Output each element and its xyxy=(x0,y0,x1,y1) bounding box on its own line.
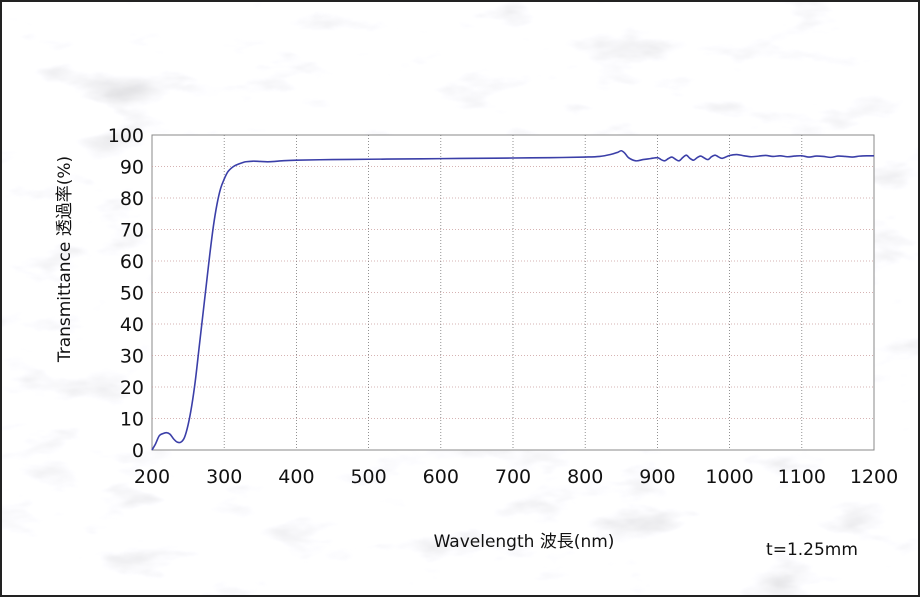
y-tick-label: 80 xyxy=(120,188,144,210)
y-tick-label: 50 xyxy=(120,283,144,305)
x-tick-label: 900 xyxy=(639,466,675,488)
y-tick-label: 10 xyxy=(120,409,144,431)
y-tick-label: 60 xyxy=(120,251,144,273)
y-tick-label: 40 xyxy=(120,314,144,336)
thickness-annotation: t=1.25mm xyxy=(766,540,858,560)
x-tick-label: 700 xyxy=(495,466,531,488)
x-tick-label: 1100 xyxy=(778,466,826,488)
x-tick-label: 200 xyxy=(134,466,170,488)
x-axis-ticks: 200 300 400 500 600 700 800 900 1000 1100 1200 xyxy=(134,466,898,488)
y-tick-label: 100 xyxy=(108,125,144,147)
x-tick-label: 800 xyxy=(567,466,603,488)
y-tick-label: 70 xyxy=(120,220,144,242)
y-tick-label: 30 xyxy=(120,346,144,368)
y-tick-label: 20 xyxy=(120,377,144,399)
x-tick-label: 1200 xyxy=(850,466,898,488)
y-tick-label: 0 xyxy=(132,440,144,462)
x-tick-label: 600 xyxy=(423,466,459,488)
y-axis-label: Transmittance 透過率(%) xyxy=(55,156,75,363)
x-axis-label: Wavelength 波長(nm) xyxy=(434,532,615,552)
x-tick-label: 1000 xyxy=(705,466,753,488)
x-tick-label: 500 xyxy=(350,466,386,488)
y-axis-ticks: 0 10 20 30 40 50 60 70 80 90 100 xyxy=(108,125,144,462)
x-tick-label: 300 xyxy=(206,466,242,488)
y-tick-label: 90 xyxy=(120,157,144,179)
transmittance-series-line xyxy=(151,149,875,451)
x-tick-label: 400 xyxy=(278,466,314,488)
